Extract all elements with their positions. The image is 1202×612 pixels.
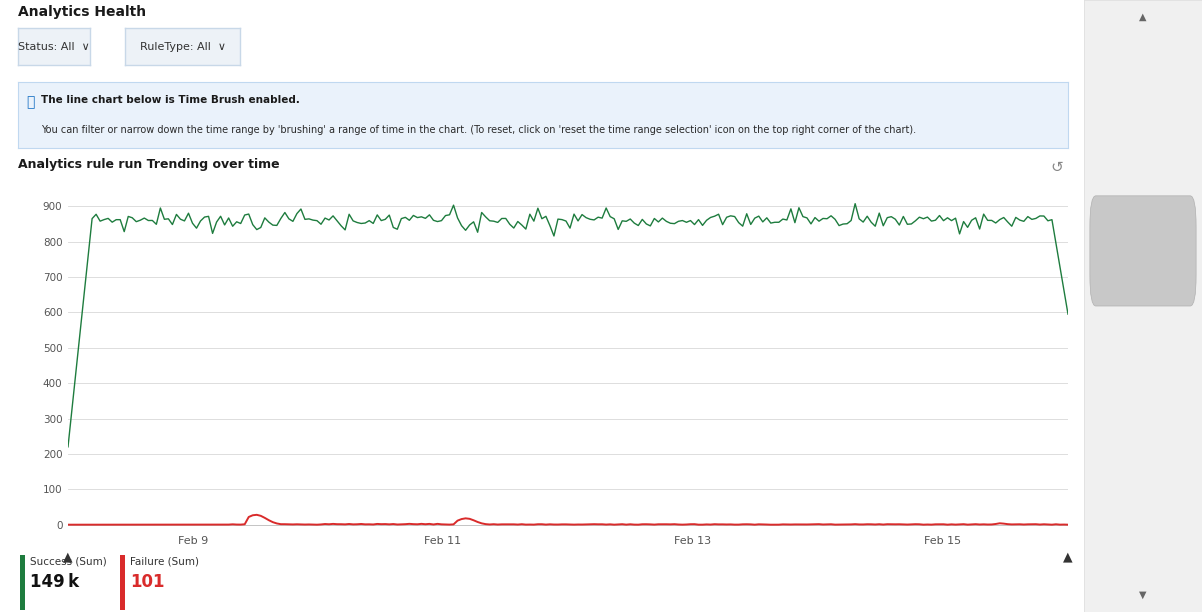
- Text: Success (Sum): Success (Sum): [30, 557, 107, 567]
- Text: ⓘ: ⓘ: [26, 95, 35, 109]
- Text: Failure (Sum): Failure (Sum): [130, 557, 200, 567]
- Text: 149 k: 149 k: [30, 573, 79, 591]
- Text: ▲: ▲: [64, 551, 73, 564]
- Text: Analytics Health: Analytics Health: [18, 5, 147, 19]
- Text: ↺: ↺: [1051, 160, 1063, 175]
- Text: Status: All  ∨: Status: All ∨: [18, 42, 90, 51]
- Text: The line chart below is Time Brush enabled.: The line chart below is Time Brush enabl…: [41, 95, 300, 105]
- FancyBboxPatch shape: [1090, 196, 1196, 306]
- Text: RuleType: All  ∨: RuleType: All ∨: [139, 42, 226, 51]
- Text: ▲: ▲: [1139, 12, 1147, 22]
- Text: ▲: ▲: [1064, 551, 1073, 564]
- Text: ▼: ▼: [1139, 590, 1147, 600]
- Text: 101: 101: [130, 573, 165, 591]
- Text: You can filter or narrow down the time range by 'brushing' a range of time in th: You can filter or narrow down the time r…: [41, 124, 916, 135]
- Text: Analytics rule run Trending over time: Analytics rule run Trending over time: [18, 158, 280, 171]
